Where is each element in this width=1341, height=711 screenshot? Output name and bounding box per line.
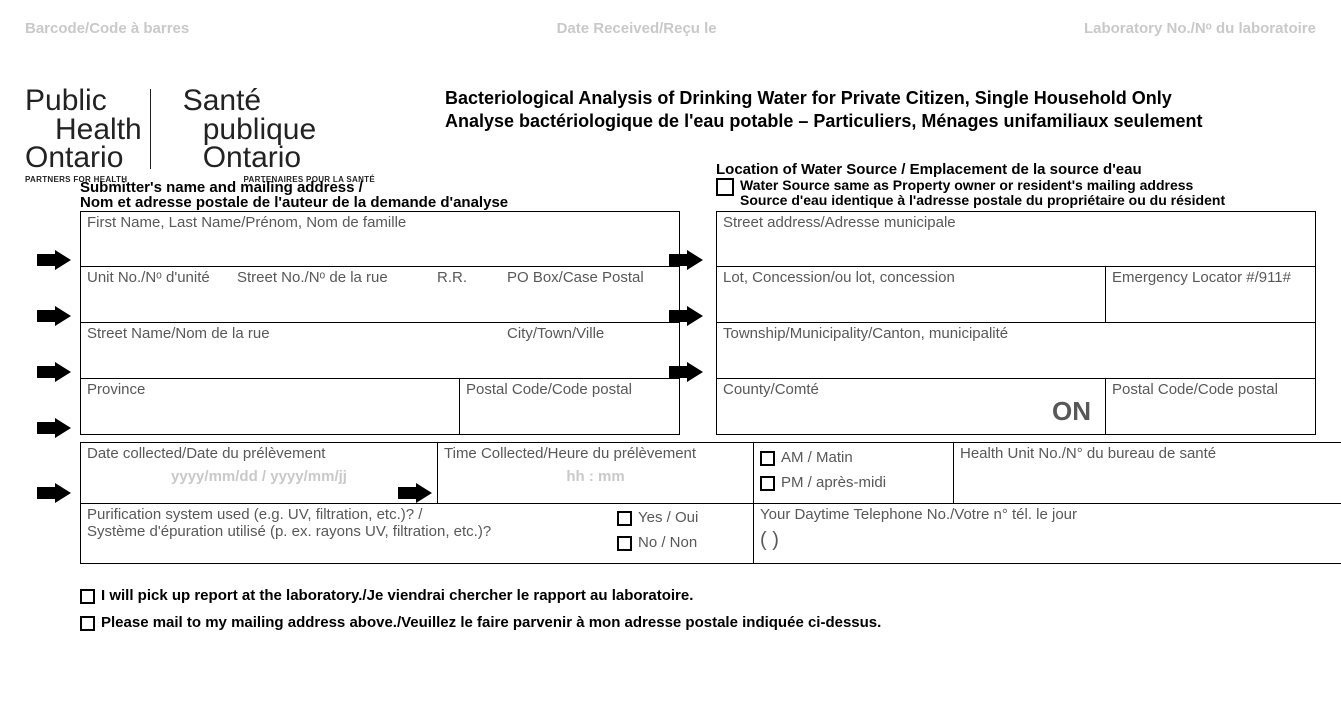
same-address-label-1: Water Source same as Property owner or r… — [740, 178, 1225, 193]
date-collected-field[interactable]: Date collected/Date du prélèvement yyyy/… — [80, 442, 438, 504]
emergency-field[interactable]: Emergency Locator #/911# — [1106, 267, 1316, 323]
lot-label: Lot, Concession/ou lot, concession — [723, 269, 1099, 286]
location-heading: Location of Water Source / Emplacement d… — [716, 162, 1316, 178]
logo-separator — [150, 89, 151, 169]
date-hint: yyyy/mm/dd / yyyy/mm/jj — [87, 462, 431, 485]
emergency-label: Emergency Locator #/911# — [1112, 269, 1309, 286]
province-field[interactable]: Province — [80, 379, 460, 435]
lot-field[interactable]: Lot, Concession/ou lot, concession — [716, 267, 1106, 323]
unit-label: Unit No./Nᵒ d'unité — [87, 269, 237, 322]
postal2-field[interactable]: Postal Code/Code postal — [1106, 379, 1316, 435]
phone-parentheses: ( ) — [760, 523, 1341, 552]
mail-label: Please mail to my mailing address above.… — [101, 614, 881, 631]
name-field[interactable]: First Name, Last Name/Prénom, Nom de fam… — [80, 211, 680, 267]
province-on: ON — [723, 398, 1099, 424]
arrow-icon — [37, 483, 71, 503]
city-label: City/Town/Ville — [507, 325, 604, 378]
phone-field[interactable]: Your Daytime Telephone No./Votre n° tél.… — [754, 504, 1341, 564]
top-header-row: Barcode/Code à barres Date Received/Reçu… — [25, 20, 1316, 37]
health-unit-field[interactable]: Health Unit No./N° du bureau de santé — [954, 442, 1341, 504]
barcode-label: Barcode/Code à barres — [25, 20, 189, 37]
arrow-icon — [37, 418, 71, 438]
arrow-icon — [37, 306, 71, 326]
purification-label-2: Système d'épuration utilisé (p. ex. rayo… — [87, 523, 617, 540]
pm-label: PM / après-midi — [781, 474, 886, 491]
time-collected-label: Time Collected/Heure du prélèvement — [444, 445, 747, 462]
yes-checkbox[interactable] — [617, 511, 632, 526]
yes-label: Yes / Oui — [638, 509, 698, 526]
county-field[interactable]: County/Comté ON — [716, 379, 1106, 435]
submitter-heading-1: Submitter's name and mailing address / — [80, 180, 680, 196]
mail-checkbox[interactable] — [80, 616, 95, 631]
purification-field: Purification system used (e.g. UV, filtr… — [80, 504, 754, 564]
purification-label-1: Purification system used (e.g. UV, filtr… — [87, 506, 617, 523]
am-label: AM / Matin — [781, 449, 853, 466]
pobox-label: PO Box/Case Postal — [507, 269, 644, 322]
submitter-heading-2: Nom et adresse postale de l'auteur de la… — [80, 195, 680, 211]
address-line2-field[interactable]: Street Name/Nom de la rue City/Town/Vill… — [80, 323, 680, 379]
time-hint: hh : mm — [444, 462, 747, 485]
streetno-label: Street No./Nᵒ de la rue — [237, 269, 437, 322]
county-label: County/Comté — [723, 381, 1099, 398]
township-field[interactable]: Township/Municipality/Canton, municipali… — [716, 323, 1316, 379]
logo-en-3: Ontario — [25, 144, 142, 173]
no-checkbox[interactable] — [617, 536, 632, 551]
postal2-label: Postal Code/Code postal — [1112, 381, 1309, 398]
street-address-label: Street address/Adresse municipale — [723, 214, 1309, 231]
rr-label: R.R. — [437, 269, 507, 322]
health-unit-label: Health Unit No./N° du bureau de santé — [960, 445, 1341, 462]
form-title-fr: Analyse bactériologique de l'eau potable… — [445, 110, 1316, 133]
am-pm-field: AM / Matin PM / après-midi — [754, 442, 954, 504]
time-collected-field[interactable]: Time Collected/Heure du prélèvement hh :… — [438, 442, 754, 504]
pho-logo: Public Health Ontario Santé publique Ont… — [25, 87, 375, 184]
logo-en-1: Public — [25, 87, 142, 116]
address-line1-field[interactable]: Unit No./Nᵒ d'unité Street No./Nᵒ de la … — [80, 267, 680, 323]
arrow-icon — [37, 250, 71, 270]
am-checkbox[interactable] — [760, 451, 775, 466]
logo-fr-1: Santé — [183, 87, 316, 116]
no-label: No / Non — [638, 534, 697, 551]
postal-field[interactable]: Postal Code/Code postal — [460, 379, 680, 435]
pm-checkbox[interactable] — [760, 476, 775, 491]
streetname-label: Street Name/Nom de la rue — [87, 325, 507, 378]
township-label: Township/Municipality/Canton, municipali… — [723, 325, 1309, 342]
phone-label: Your Daytime Telephone No./Votre n° tél.… — [760, 506, 1341, 523]
date-collected-label: Date collected/Date du prélèvement — [87, 445, 431, 462]
form-title-en: Bacteriological Analysis of Drinking Wat… — [445, 87, 1316, 110]
logo-fr-3: Ontario — [203, 144, 316, 173]
logo-en-2: Health — [55, 116, 142, 145]
province-label: Province — [87, 381, 453, 398]
street-address-field[interactable]: Street address/Adresse municipale — [716, 211, 1316, 267]
same-address-checkbox[interactable] — [716, 178, 734, 196]
lab-no-label: Laboratory No./Nᵒ du laboratoire — [1084, 20, 1316, 37]
name-label: First Name, Last Name/Prénom, Nom de fam… — [87, 214, 673, 231]
postal-label: Postal Code/Code postal — [466, 381, 673, 398]
logo-fr-2: publique — [203, 116, 316, 145]
pickup-checkbox[interactable] — [80, 589, 95, 604]
same-address-label-2: Source d'eau identique à l'adresse posta… — [740, 193, 1225, 208]
pickup-label: I will pick up report at the laboratory.… — [101, 587, 693, 604]
arrow-icon — [37, 362, 71, 382]
date-received-label: Date Received/Reçu le — [557, 20, 717, 37]
